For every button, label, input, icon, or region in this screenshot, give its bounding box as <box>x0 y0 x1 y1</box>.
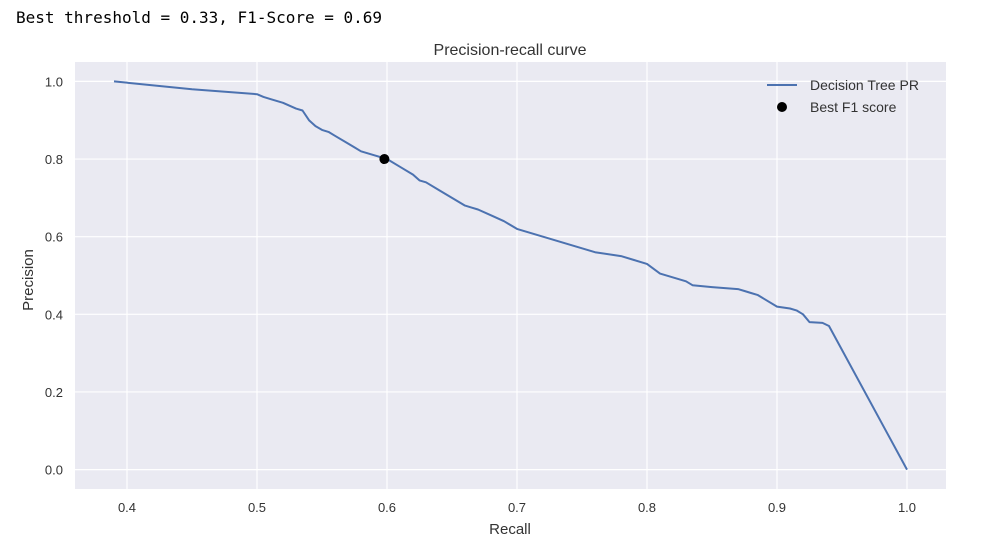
x-tick-label: 1.0 <box>898 500 916 515</box>
legend-label-decision-tree-pr: Decision Tree PR <box>810 77 919 93</box>
y-tick-label: 0.8 <box>45 152 63 167</box>
output-text: Best threshold = 0.33, F1-Score = 0.69 <box>16 8 383 27</box>
x-tick-label: 0.9 <box>768 500 786 515</box>
best-f1-point <box>379 154 390 165</box>
x-tick-label: 0.4 <box>118 500 136 515</box>
tick-labels: 0.4 0.5 0.6 0.7 0.8 0.9 1.0 0.0 0.2 0.4 0.6 0.8 1.0 <box>45 74 916 515</box>
legend-label-best-f1-score: Best F1 score <box>810 99 897 115</box>
x-tick-label: 0.8 <box>638 500 656 515</box>
x-tick-label: 0.7 <box>508 500 526 515</box>
y-tick-label: 0.4 <box>45 307 63 322</box>
y-tick-label: 0.6 <box>45 230 63 245</box>
x-axis-label: Recall <box>489 521 531 538</box>
legend: Decision Tree PR Best F1 score <box>767 77 919 115</box>
y-tick-label: 0.2 <box>45 385 63 400</box>
y-axis-label: Precision <box>20 249 37 311</box>
x-tick-label: 0.5 <box>248 500 266 515</box>
grid-lines <box>75 62 946 489</box>
y-tick-label: 0.0 <box>45 463 63 478</box>
plot-background <box>75 62 946 489</box>
chart-title: Precision-recall curve <box>434 42 587 59</box>
x-tick-label: 0.6 <box>378 500 396 515</box>
legend-marker-swatch <box>777 102 787 112</box>
series-layer <box>113 80 908 471</box>
series-line-decision-tree-pr <box>113 80 908 471</box>
y-tick-label: 1.0 <box>45 74 63 89</box>
